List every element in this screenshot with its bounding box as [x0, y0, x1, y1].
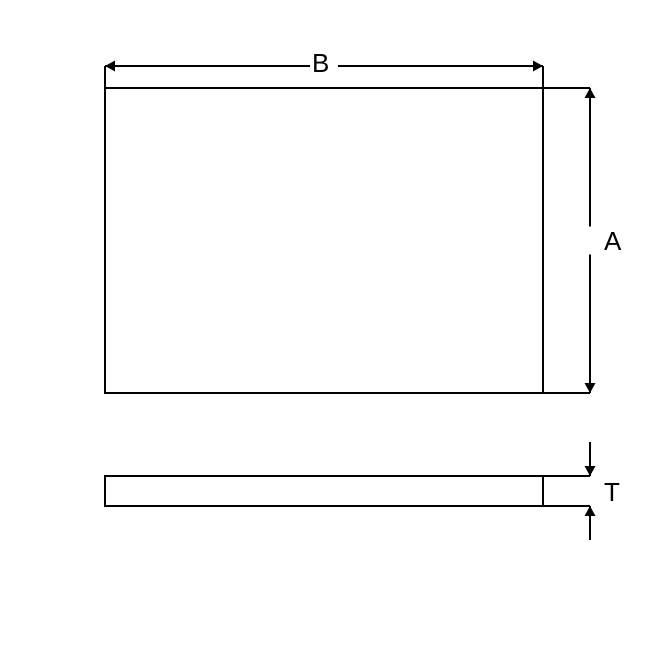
dimension-label-b: B	[312, 48, 329, 79]
dimension-label-t: T	[604, 477, 620, 508]
dimension-diagram: B A T	[0, 0, 670, 670]
dimension-label-a: A	[604, 226, 621, 257]
diagram-svg	[0, 0, 670, 670]
